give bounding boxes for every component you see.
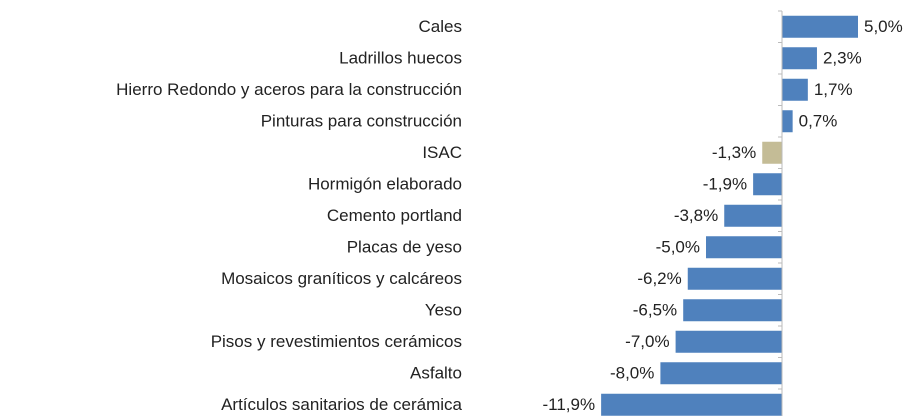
bar <box>724 204 782 227</box>
data-label: -6,2% <box>637 269 681 288</box>
bar <box>675 330 782 353</box>
data-label: -11,9% <box>543 395 596 414</box>
y-tick-label: Cales <box>419 17 462 36</box>
data-label: -1,3% <box>712 143 756 162</box>
data-label: -3,8% <box>674 206 718 225</box>
bar <box>753 173 782 196</box>
y-tick-label: Artículos sanitarios de cerámica <box>221 395 462 414</box>
y-tick-label: Ladrillos huecos <box>339 49 462 68</box>
bar <box>683 299 782 322</box>
data-label: 0,7% <box>799 112 838 131</box>
bar <box>782 47 817 70</box>
data-label: -6,5% <box>633 301 677 320</box>
bar <box>762 141 782 164</box>
y-tick-label: Asfalto <box>410 364 462 383</box>
data-label: -1,9% <box>703 175 747 194</box>
data-label: -8,0% <box>610 364 654 383</box>
bar <box>660 362 782 385</box>
y-tick-label: Pisos y revestimientos cerámicos <box>211 332 462 351</box>
y-tick-label: Pinturas para construcción <box>261 112 462 131</box>
data-label: 1,7% <box>814 80 853 99</box>
bar <box>782 78 808 101</box>
bar <box>706 236 782 259</box>
bar <box>782 110 793 133</box>
y-tick-label: Yeso <box>425 301 462 320</box>
data-label: 2,3% <box>823 49 862 68</box>
y-tick-label: Hierro Redondo y aceros para la construc… <box>116 80 462 99</box>
y-tick-label: Hormigón elaborado <box>308 175 462 194</box>
data-label: 5,0% <box>864 17 903 36</box>
y-tick-label: Mosaicos graníticos y calcáreos <box>221 269 462 288</box>
y-tick-label: Placas de yeso <box>347 238 462 257</box>
bar <box>782 15 858 38</box>
data-label: -7,0% <box>625 332 669 351</box>
bar <box>601 393 782 416</box>
bar <box>687 267 782 290</box>
y-tick-label: Cemento portland <box>327 206 462 225</box>
data-label: -5,0% <box>656 238 700 257</box>
y-tick-label: ISAC <box>422 143 462 162</box>
